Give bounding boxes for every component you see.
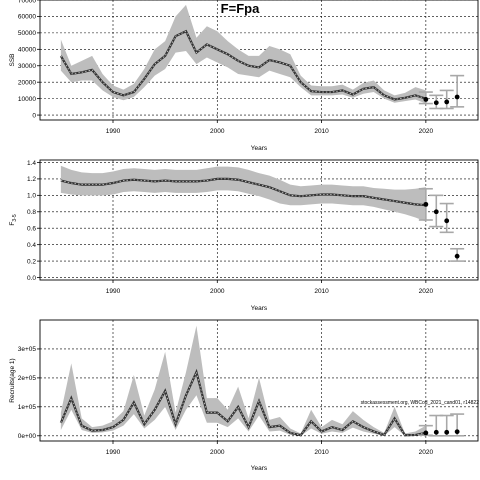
x-axis-label: Years bbox=[251, 305, 268, 312]
x-tick-label: 2000 bbox=[210, 128, 225, 135]
plot-frame bbox=[39, 159, 479, 281]
panel-ssb: 1990 2000 2010 2020 0 10000 20000 30000 40000 500… bbox=[9, 0, 479, 152]
x-axis-label: Years bbox=[251, 465, 268, 472]
y-tick-label: 3e+05 bbox=[18, 346, 37, 353]
y-tick-label: 1e+05 bbox=[18, 404, 37, 411]
y-tick-label: 50000 bbox=[18, 30, 36, 37]
y-tick-label: 40000 bbox=[18, 47, 36, 54]
x-tick-label: 2000 bbox=[210, 288, 225, 295]
confidence-band bbox=[60, 4, 426, 104]
y-tick-label: 60000 bbox=[18, 14, 36, 21]
x-tick-label: 1990 bbox=[106, 449, 121, 456]
x-tick-label: 2020 bbox=[419, 449, 434, 456]
y-axis-label: Recruits(age 1) bbox=[9, 358, 16, 402]
y-tick-label: 20000 bbox=[18, 79, 36, 86]
panel-recruits: 1990 2000 2010 2020 0e+00 1e+05 2e+05 3e+05 Year… bbox=[9, 319, 479, 472]
footer-annotation: stockassessment.org, WBCod_2021_cand01, … bbox=[361, 400, 480, 406]
projection-point bbox=[433, 429, 439, 435]
y-axis-label: F3-5 bbox=[9, 214, 18, 225]
y-tick-label: 0.6 bbox=[27, 226, 36, 233]
x-tick-label: 2020 bbox=[419, 128, 434, 135]
x-tick-label: 1990 bbox=[106, 128, 121, 135]
estimate-line-dots bbox=[60, 30, 426, 100]
plot-frame bbox=[39, 0, 479, 121]
x-axis-label: Years bbox=[251, 145, 268, 152]
confidence-band bbox=[60, 165, 426, 222]
panel-f: 1990 2000 2010 2020 0.0 0.2 0.4 0.6 0.8 1.0 1.2 1.4… bbox=[9, 159, 479, 312]
projection-point bbox=[444, 429, 450, 435]
projection-point bbox=[423, 97, 429, 102]
projection-point bbox=[444, 99, 450, 105]
y-axis-label-subscript: 3-5 bbox=[12, 214, 18, 221]
projection-point bbox=[423, 430, 429, 436]
x-tick-label: 2010 bbox=[314, 449, 329, 456]
confidence-band bbox=[60, 325, 426, 436]
projection-point bbox=[423, 201, 429, 207]
y-tick-label: 0e+00 bbox=[18, 433, 37, 440]
y-tick-label: 10000 bbox=[18, 96, 36, 103]
x-tick-label: 2020 bbox=[419, 288, 434, 295]
projection-point bbox=[454, 94, 460, 100]
projection-point bbox=[454, 253, 460, 259]
projection-point bbox=[454, 429, 460, 435]
estimate-line bbox=[60, 177, 426, 207]
y-tick-label: 1.0 bbox=[27, 193, 36, 200]
y-axis-label: SSB bbox=[9, 53, 16, 66]
y-tick-label: 0 bbox=[32, 112, 36, 119]
figure-title: F=Fpa bbox=[221, 1, 260, 16]
estimate-line-dots bbox=[60, 370, 426, 436]
x-tick-label: 2000 bbox=[210, 449, 225, 456]
x-tick-label: 1990 bbox=[106, 288, 121, 295]
y-tick-label: 1.2 bbox=[27, 176, 36, 183]
projection-point bbox=[433, 209, 439, 215]
x-tick-label: 2010 bbox=[314, 288, 329, 295]
x-tick-label: 2010 bbox=[314, 128, 329, 135]
y-tick-label: 0.2 bbox=[27, 258, 36, 265]
projection-point bbox=[444, 218, 450, 224]
y-tick-label: 0.4 bbox=[27, 242, 36, 249]
y-tick-label: 0.0 bbox=[27, 275, 36, 282]
y-tick-label: 1.4 bbox=[27, 160, 36, 167]
y-tick-label: 30000 bbox=[18, 63, 36, 70]
plot-frame bbox=[39, 319, 479, 442]
y-tick-label: 0.8 bbox=[27, 209, 36, 216]
y-tick-label: 70000 bbox=[18, 0, 36, 4]
projection-point bbox=[433, 100, 439, 106]
y-tick-label: 2e+05 bbox=[18, 375, 37, 382]
